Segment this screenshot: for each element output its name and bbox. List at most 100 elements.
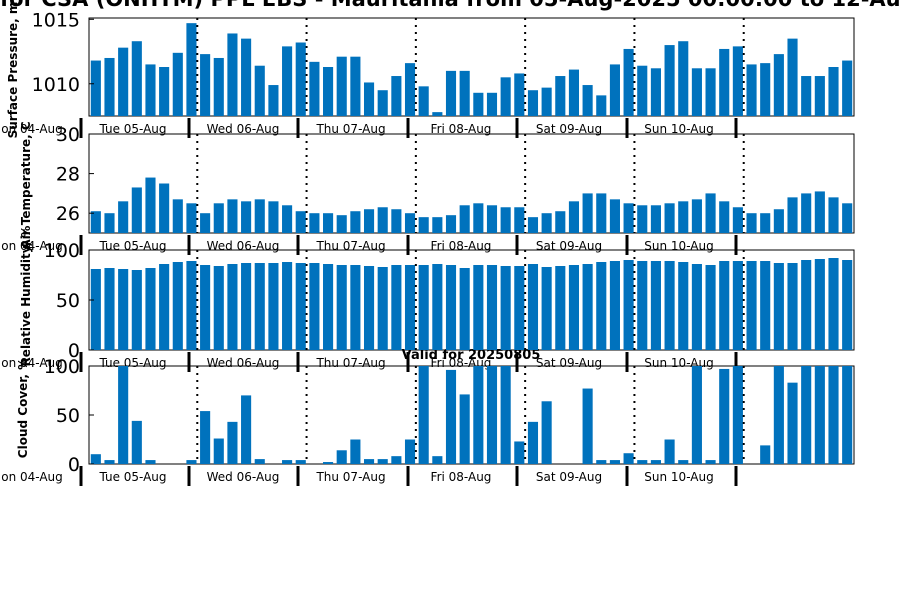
day-label: Wed 06-Aug — [207, 122, 280, 136]
bar — [159, 264, 170, 350]
bar — [404, 265, 416, 350]
bar — [842, 60, 853, 116]
bar — [336, 215, 347, 233]
day-label: Sun 10-Aug — [644, 470, 713, 484]
bar — [131, 187, 142, 233]
bar — [118, 269, 129, 350]
bar — [350, 439, 361, 464]
day-label: Sun 10-Aug — [644, 356, 713, 370]
bar — [623, 203, 634, 233]
bar — [254, 199, 265, 233]
bar — [787, 197, 798, 233]
bar — [746, 64, 757, 116]
day-label: Fri 08-Aug — [431, 122, 492, 136]
bar — [309, 213, 320, 233]
bar — [104, 268, 115, 350]
bar — [295, 263, 306, 350]
bar — [186, 203, 197, 233]
bar — [500, 266, 511, 350]
bar — [527, 421, 539, 464]
y-axis-label: Cloud Cover, % — [16, 358, 30, 458]
bar — [363, 209, 375, 233]
day-label: on 04-Aug — [1, 356, 63, 370]
day-label: on 04-Aug — [1, 470, 63, 484]
day-label: on 04-Aug — [1, 239, 63, 253]
bar — [200, 265, 211, 350]
bar — [323, 462, 334, 464]
day-label: Thu 07-Aug — [315, 122, 385, 136]
bar — [159, 67, 170, 116]
day-label: Fri 08-Aug — [431, 239, 492, 253]
bar — [787, 382, 798, 464]
bar — [213, 438, 224, 464]
bar — [309, 61, 320, 116]
bar — [145, 177, 156, 233]
bar — [295, 460, 306, 464]
bar — [227, 33, 238, 116]
bar — [254, 65, 265, 116]
bar — [186, 23, 197, 116]
day-label: Thu 07-Aug — [315, 356, 385, 370]
bar — [118, 366, 129, 464]
bar — [391, 76, 402, 116]
day-label: Sun 10-Aug — [644, 122, 713, 136]
y-tick-label: 1015 — [32, 9, 80, 31]
bar — [432, 217, 443, 233]
bar — [459, 70, 470, 116]
bar — [500, 207, 511, 233]
bar — [404, 213, 416, 233]
bar — [828, 67, 839, 116]
bar — [172, 199, 183, 233]
bar — [241, 38, 252, 116]
bar — [814, 191, 825, 233]
bar — [418, 265, 429, 350]
y-tick-label: 26 — [56, 203, 80, 225]
bar — [760, 445, 771, 464]
day-label: Sat 09-Aug — [536, 122, 602, 136]
bar — [418, 366, 429, 464]
bar — [282, 460, 293, 464]
bar — [172, 262, 183, 350]
day-label: Fri 08-Aug — [431, 470, 492, 484]
bar — [678, 262, 689, 350]
day-label: Tue 05-Aug — [98, 470, 166, 484]
bar — [514, 73, 525, 116]
bar — [541, 87, 552, 116]
bar — [719, 48, 730, 117]
bar — [159, 183, 170, 233]
bar — [131, 41, 142, 116]
bar — [200, 213, 211, 233]
bar — [650, 205, 661, 233]
bar — [732, 207, 743, 233]
bar — [500, 77, 511, 116]
bar — [445, 70, 457, 116]
bar — [637, 261, 648, 350]
bar — [582, 388, 593, 464]
bar — [541, 267, 552, 350]
bar — [200, 411, 211, 464]
bar — [637, 460, 648, 464]
bar — [432, 264, 443, 350]
bar — [678, 460, 689, 464]
day-label: Tue 05-Aug — [98, 356, 166, 370]
bar — [145, 64, 156, 116]
bar — [650, 460, 661, 464]
bar — [773, 209, 784, 233]
bar — [828, 258, 839, 350]
y-tick-label: 0 — [68, 454, 80, 476]
bar — [473, 92, 484, 116]
bar — [732, 366, 743, 464]
bar — [241, 201, 252, 233]
bar — [541, 401, 552, 464]
bar — [623, 48, 634, 117]
bar — [336, 56, 347, 116]
y-tick-label: 28 — [56, 164, 80, 186]
bar — [323, 67, 334, 116]
bar — [172, 52, 183, 116]
bar — [323, 213, 334, 233]
bar — [323, 264, 334, 350]
bar — [227, 264, 238, 350]
bar — [268, 85, 279, 116]
